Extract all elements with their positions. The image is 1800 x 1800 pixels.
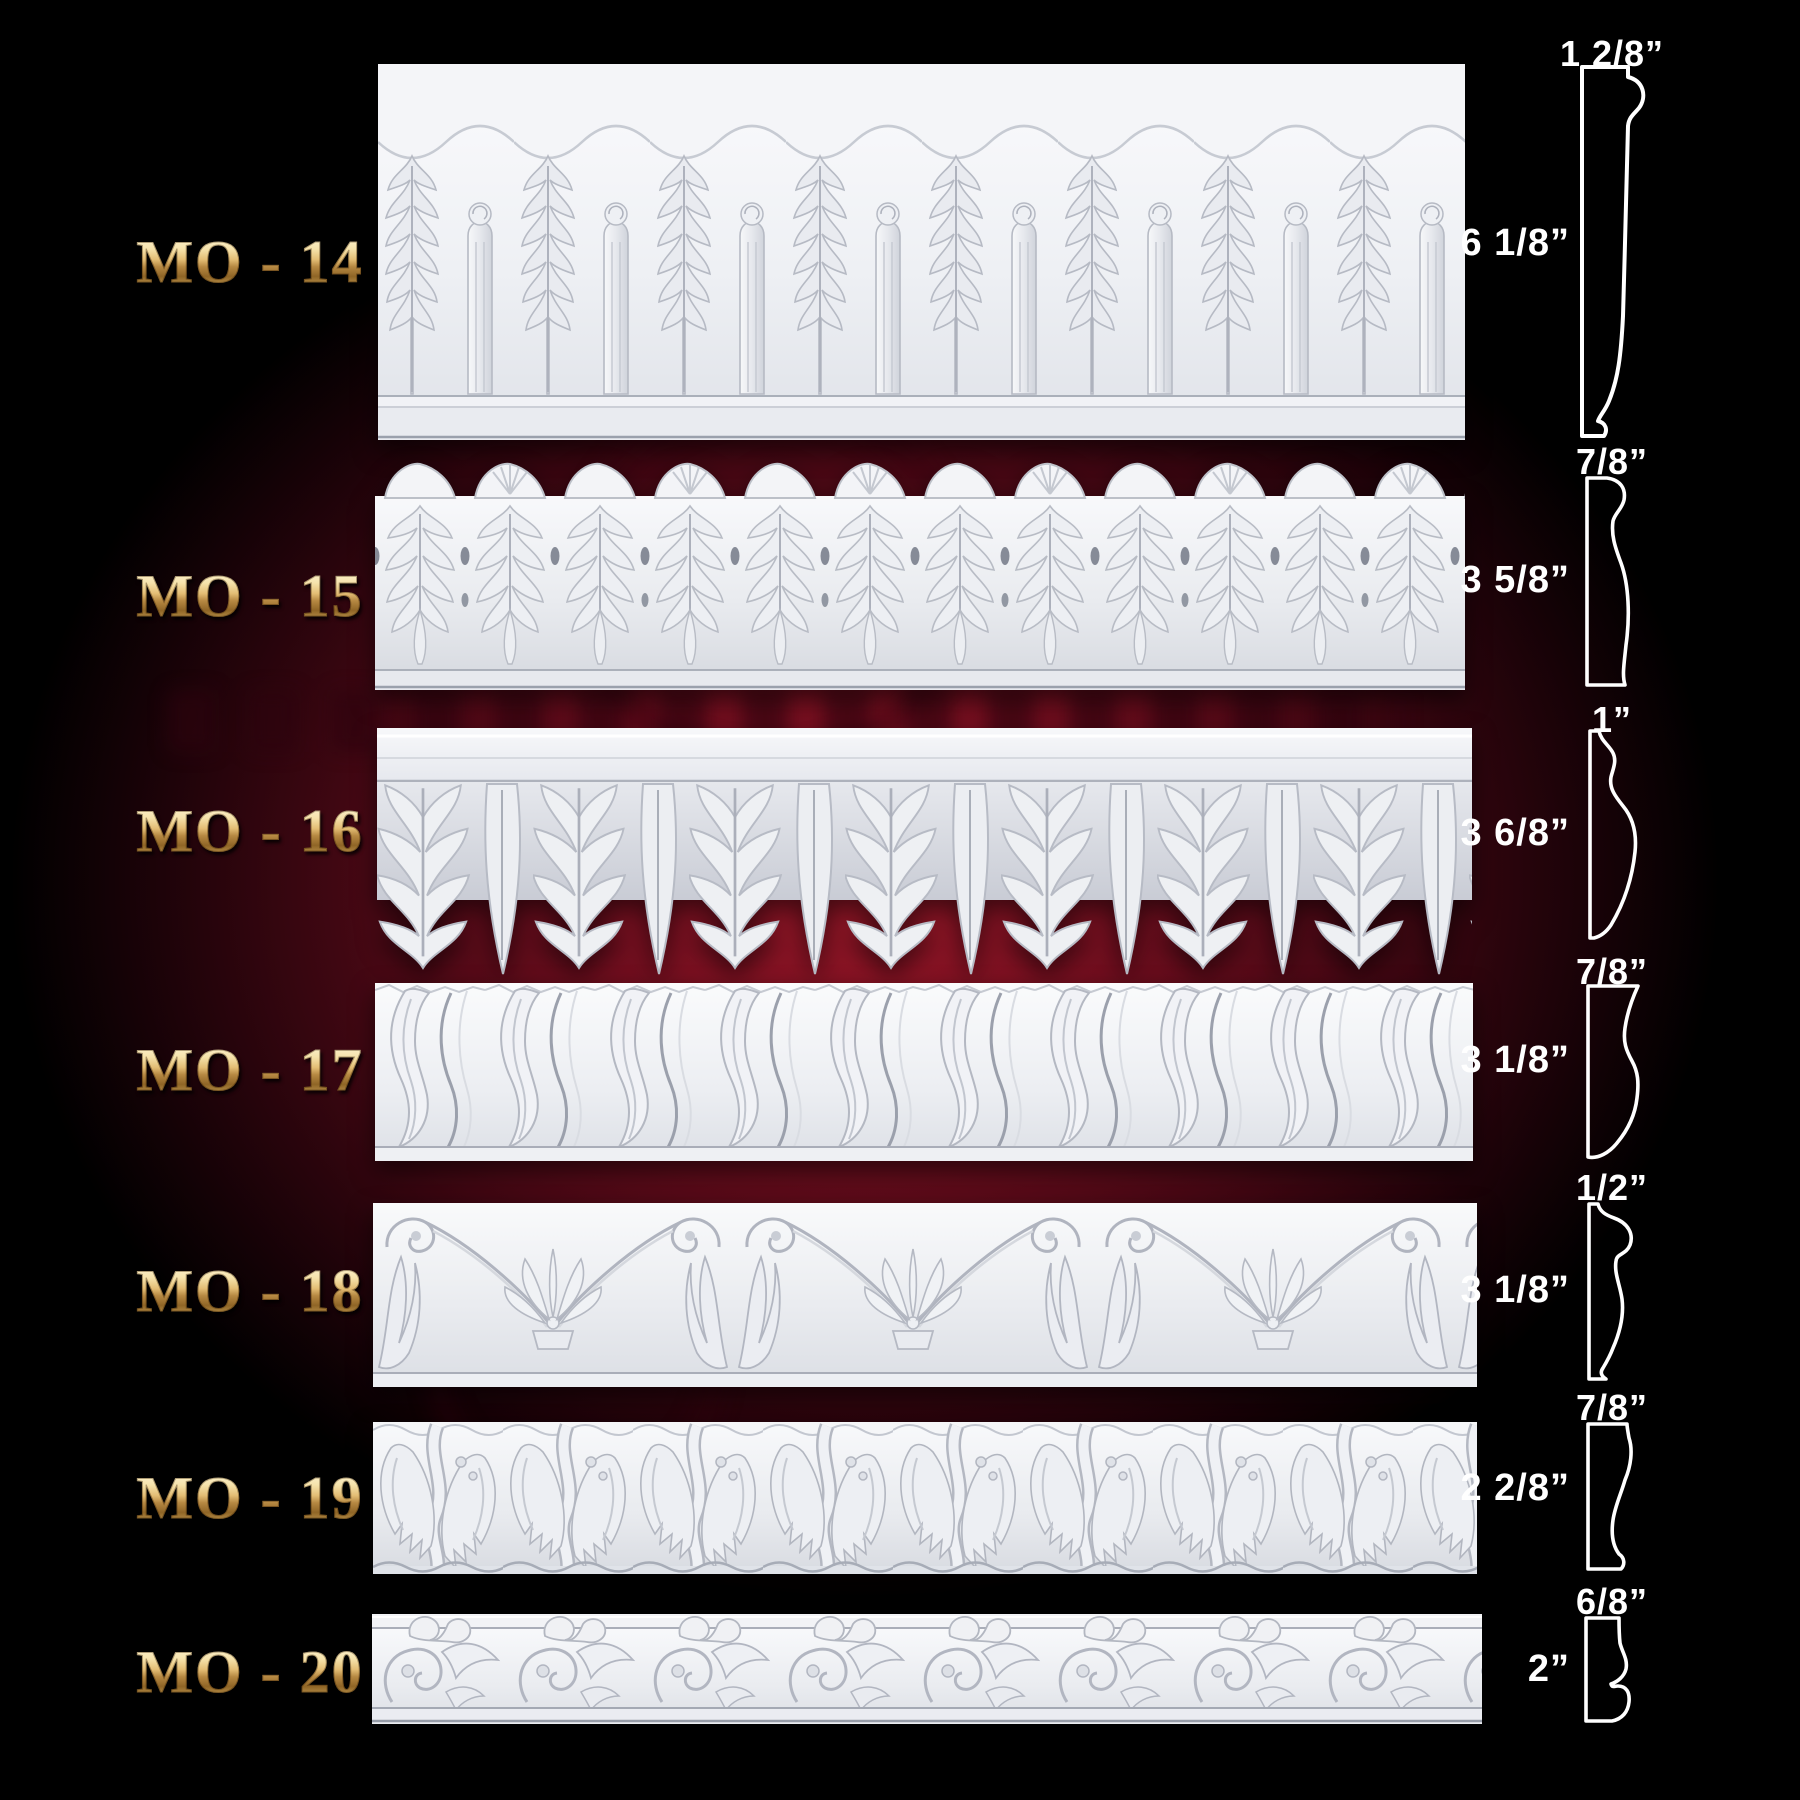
row-label-mo-17: MO - 17 [118, 1040, 382, 1101]
height-label-mo-20: 2” [1527, 1648, 1570, 1690]
profile-drawing-mo-18 [1587, 1202, 1633, 1381]
height-label-mo-17: 3 1/8” [1460, 1039, 1570, 1081]
moulding-photo-mo-17 [375, 983, 1473, 1161]
moulding-photo-mo-16 [377, 728, 1472, 980]
profile-drawing-mo-17 [1586, 984, 1640, 1160]
height-label-mo-16: 3 6/8” [1460, 812, 1570, 854]
moulding-photo-mo-14 [378, 64, 1465, 440]
top-width-label-mo-17: 7/8” [1575, 951, 1649, 992]
row-label-mo-18: MO - 18 [118, 1261, 382, 1322]
moulding-photo-mo-18 [373, 1203, 1477, 1387]
profile-drawing-mo-15 [1585, 476, 1631, 687]
top-width-label-mo-19: 7/8” [1575, 1387, 1649, 1428]
top-width-label-mo-15: 7/8” [1575, 441, 1649, 482]
top-width-label-mo-14: 1 2/8” [1559, 33, 1665, 74]
profile-drawing-mo-16 [1588, 729, 1638, 940]
moulding-photo-mo-20 [372, 1614, 1482, 1724]
height-label-mo-14: 6 1/8” [1460, 222, 1570, 264]
top-width-label-mo-18: 1/2” [1575, 1167, 1649, 1208]
height-label-mo-15: 3 5/8” [1460, 559, 1570, 601]
row-label-mo-15: MO - 15 [118, 566, 382, 627]
top-width-label-mo-20: 6/8” [1575, 1581, 1649, 1622]
profile-drawing-mo-20 [1584, 1616, 1631, 1723]
row-label-mo-16: MO - 16 [118, 801, 382, 862]
height-label-mo-18: 3 1/8” [1460, 1269, 1570, 1311]
row-label-mo-20: MO - 20 [118, 1642, 382, 1703]
height-label-mo-19: 2 2/8” [1460, 1467, 1570, 1509]
moulding-photo-mo-15 [375, 460, 1465, 690]
profile-drawing-mo-19 [1586, 1422, 1633, 1571]
top-width-label-mo-16: 1” [1591, 699, 1633, 740]
row-label-mo-19: MO - 19 [118, 1468, 382, 1529]
row-label-mo-14: MO - 14 [118, 232, 382, 293]
moulding-photo-mo-19 [373, 1422, 1477, 1574]
profile-drawing-mo-14 [1580, 65, 1646, 438]
